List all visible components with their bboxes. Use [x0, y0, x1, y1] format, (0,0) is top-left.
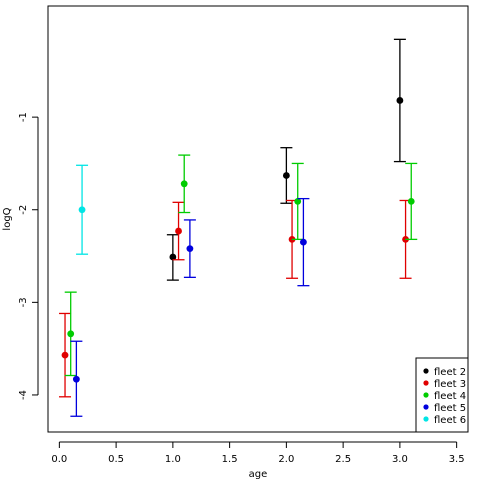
data-point — [72, 375, 80, 383]
x-axis: 0.0 0.5 1.0 1.5 2.0 2.5 3.0 3.5 — [51, 441, 465, 465]
legend-marker — [423, 416, 429, 422]
legend-marker — [423, 368, 429, 374]
y-tick-label: -3 — [18, 297, 29, 307]
x-tick-label: 1.5 — [222, 454, 238, 465]
y-tick-label: -2 — [18, 205, 29, 215]
x-tick-label: 0.0 — [51, 454, 67, 465]
legend-label: fleet 2 — [434, 367, 466, 378]
y-tick-label: -1 — [18, 112, 29, 122]
x-tick-label: 2.5 — [335, 454, 351, 465]
legend-label: fleet 4 — [434, 391, 466, 402]
data-point — [300, 238, 307, 246]
data-point — [67, 330, 75, 338]
data-point — [282, 172, 290, 179]
data-point — [186, 245, 194, 253]
y-axis: -4 -3 -2 -1 — [18, 112, 39, 400]
y-axis-title: logQ — [2, 207, 13, 230]
y-tick-label: -4 — [18, 390, 29, 400]
x-tick-label: 1.0 — [165, 454, 181, 465]
series-fleet-4 — [64, 154, 418, 377]
legend-label: fleet 5 — [434, 403, 466, 414]
plot-frame — [47, 5, 469, 433]
x-tick-label: 2.0 — [278, 454, 294, 465]
data-point — [169, 253, 177, 261]
x-tick-label: 3.0 — [392, 454, 408, 465]
data-point — [78, 206, 86, 214]
x-tick-label: 3.5 — [449, 454, 465, 465]
data-point — [407, 198, 415, 205]
data-point — [180, 180, 188, 188]
legend-marker — [423, 380, 429, 386]
series-fleet-6 — [76, 164, 89, 255]
series-fleet-2 — [166, 38, 406, 281]
x-axis-title: age — [249, 469, 268, 480]
series-fleet-5 — [70, 197, 310, 417]
legend-marker — [423, 404, 429, 410]
data-point — [294, 198, 302, 205]
data-point — [175, 227, 182, 235]
x-tick-label: 0.5 — [108, 454, 124, 465]
legend-label: fleet 6 — [434, 415, 466, 426]
legend-label: fleet 3 — [434, 379, 466, 390]
data-point — [61, 351, 69, 359]
series-fleet-3 — [59, 199, 412, 398]
legend-marker — [423, 392, 429, 398]
data-point — [396, 97, 404, 104]
series-layer — [59, 38, 418, 417]
